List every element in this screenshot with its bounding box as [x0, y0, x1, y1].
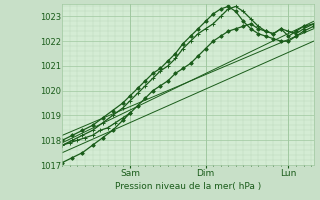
X-axis label: Pression niveau de la mer( hPa ): Pression niveau de la mer( hPa ) — [115, 182, 261, 191]
